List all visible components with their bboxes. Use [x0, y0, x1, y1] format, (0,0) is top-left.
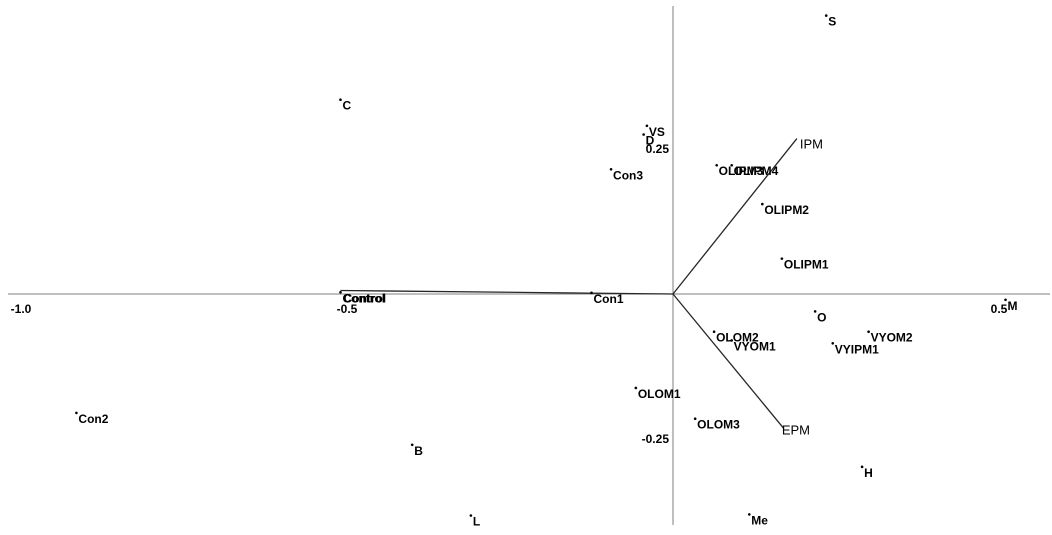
point-label: OLIPM2 — [764, 203, 809, 217]
point-label: B — [414, 444, 423, 458]
point-label: OLOM1 — [638, 387, 681, 401]
score-point — [747, 513, 751, 516]
loading-vectors: IPM Control EPM — [340, 137, 823, 438]
score-point — [730, 163, 733, 167]
score-point — [410, 443, 414, 447]
x-tick-label: -1.0 — [11, 302, 32, 316]
point-label: L — [473, 515, 480, 529]
vector-line — [672, 138, 798, 295]
point-label: VYOM1 — [734, 339, 776, 353]
score-point — [730, 339, 733, 342]
score-point — [1004, 298, 1007, 302]
point-label: OLIPM1 — [784, 258, 829, 272]
score-point — [645, 124, 649, 128]
point-label: Con1 — [594, 292, 624, 306]
vector-label: IPM — [800, 137, 823, 152]
score-point — [715, 163, 718, 167]
score-point — [609, 168, 613, 171]
score-point — [469, 514, 473, 517]
point-label: Con2 — [78, 412, 108, 426]
x-tick-label: -0.5 — [337, 302, 358, 316]
point-label: Control — [342, 291, 385, 305]
score-point — [761, 202, 764, 206]
point-label: Me — [751, 513, 768, 527]
point-label: O — [817, 310, 826, 324]
vector-line — [672, 293, 785, 429]
point-label: OLOM2 — [716, 331, 759, 345]
point-label: S — [828, 15, 836, 29]
point-label: OLIPM4 — [734, 164, 779, 178]
score-point — [824, 14, 828, 17]
y-tick-label: -0.25 — [642, 432, 670, 446]
score-point — [693, 417, 697, 421]
point-label: VS — [649, 125, 665, 139]
y-tick-label: 0.25 — [646, 142, 670, 156]
score-point — [831, 342, 835, 345]
score-point — [590, 291, 593, 295]
point-label: VYIPM1 — [835, 342, 879, 356]
point-label: VYOM2 — [871, 331, 913, 345]
score-point — [867, 330, 870, 334]
vector-line — [340, 289, 674, 295]
point-label: H — [864, 466, 873, 480]
score-point — [339, 98, 342, 101]
score-point — [780, 257, 784, 260]
point-label: OLIPM3 — [719, 164, 764, 178]
x-tick-label: 0.5 — [991, 302, 1008, 316]
point-label: M — [1008, 299, 1018, 313]
vector-label: EPM — [782, 423, 810, 438]
vector-label: Control — [343, 292, 386, 306]
point-label: C — [342, 99, 351, 113]
score-point — [813, 310, 817, 313]
tick-labels: -1.0 -0.5 0.5 0.25 -0.25 — [11, 142, 1008, 446]
score-point — [860, 465, 864, 469]
score-point — [339, 290, 342, 294]
point-label: D — [646, 134, 655, 148]
point-label: OLOM3 — [697, 418, 740, 432]
score-point — [75, 411, 78, 415]
score-point — [642, 133, 645, 136]
point-label: Con3 — [613, 168, 643, 182]
score-point — [634, 386, 638, 390]
score-point — [712, 330, 716, 334]
